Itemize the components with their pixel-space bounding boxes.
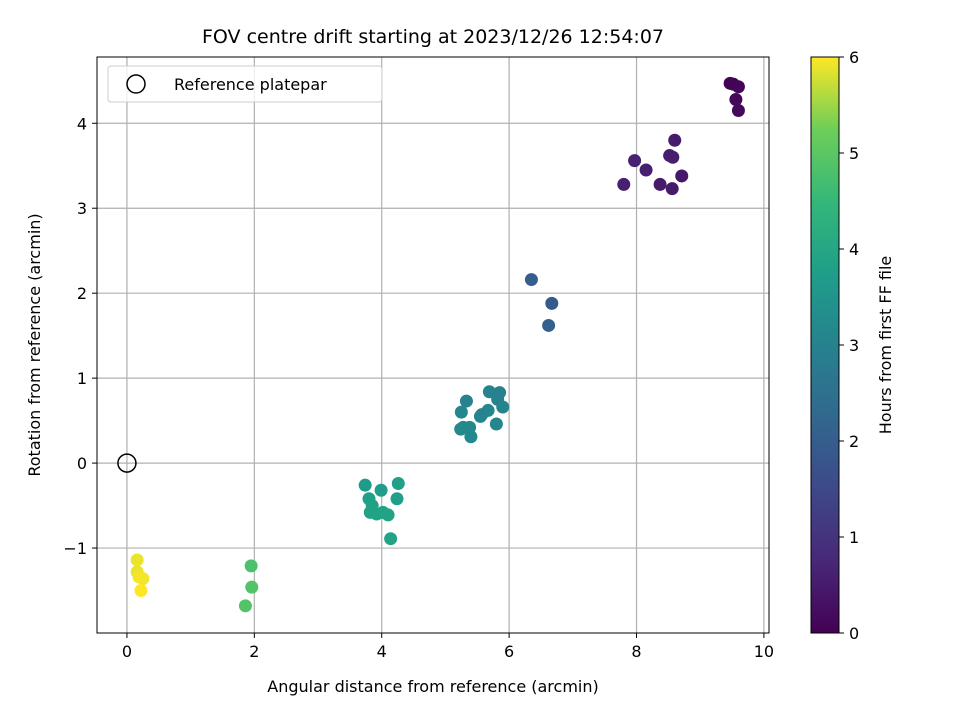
x-tick-label: 8 <box>631 642 641 661</box>
data-point <box>653 177 667 191</box>
colorbar-tick-label: 3 <box>849 336 859 355</box>
data-point <box>454 405 468 419</box>
chart-title: FOV centre drift starting at 2023/12/26 … <box>202 26 664 48</box>
x-axis-ticks: 0 2 4 6 8 10 <box>122 633 774 661</box>
colorbar-tick-label: 2 <box>849 432 859 451</box>
data-point <box>628 154 642 168</box>
colorbar-tick-label: 6 <box>849 48 859 67</box>
colorbar-tick-label: 1 <box>849 528 859 547</box>
scatter-points <box>130 76 745 613</box>
data-point <box>134 584 148 598</box>
data-point <box>459 394 473 408</box>
data-point <box>524 273 538 287</box>
y-tick-label: 1 <box>77 369 87 388</box>
colorbar-ticks: 0 1 2 3 4 5 6 <box>839 48 859 643</box>
colorbar-tick-label: 0 <box>849 624 859 643</box>
data-point <box>381 508 395 522</box>
data-point <box>482 385 496 399</box>
x-axis-title: Angular distance from reference (arcmin) <box>267 677 598 696</box>
data-point <box>668 133 682 147</box>
data-point <box>542 318 556 332</box>
data-point <box>675 169 689 183</box>
data-point <box>731 104 745 118</box>
colorbar-gradient <box>810 56 840 634</box>
data-point <box>666 150 680 164</box>
y-tick-label: −1 <box>63 539 87 558</box>
data-point <box>130 553 144 567</box>
data-point <box>390 492 404 506</box>
legend-entry-reference: Reference platepar <box>174 75 327 94</box>
y-tick-label: 3 <box>77 199 87 218</box>
x-tick-label: 4 <box>377 642 387 661</box>
grid <box>97 57 769 633</box>
colorbar-tick-label: 4 <box>849 240 859 259</box>
data-point <box>391 476 405 490</box>
reference-platepar-marker <box>117 453 137 473</box>
data-point <box>464 430 478 444</box>
y-tick-label: 4 <box>77 114 87 133</box>
data-point <box>238 599 252 613</box>
colorbar: 0 1 2 3 4 5 6 Hours from first FF file <box>810 48 895 643</box>
data-point <box>639 163 653 177</box>
y-tick-label: 0 <box>77 454 87 473</box>
data-point <box>374 483 388 497</box>
data-point <box>665 182 679 196</box>
plot-frame <box>96 56 770 634</box>
x-tick-label: 6 <box>504 642 514 661</box>
y-axis-ticks: −1 0 1 2 3 4 <box>63 114 97 558</box>
data-point <box>545 296 559 310</box>
x-tick-label: 10 <box>754 642 774 661</box>
plot-area <box>96 56 770 634</box>
x-tick-label: 0 <box>122 642 132 661</box>
data-point <box>489 417 503 431</box>
legend-reference-marker <box>126 74 146 94</box>
legend: Reference platepar <box>107 65 383 103</box>
data-point <box>244 559 258 573</box>
legend-box <box>107 65 383 103</box>
data-point <box>729 92 743 106</box>
data-point <box>473 409 487 423</box>
data-point <box>245 580 259 594</box>
data-point <box>136 572 150 586</box>
data-point <box>358 478 372 492</box>
colorbar-label: Hours from first FF file <box>876 256 895 435</box>
data-point <box>384 532 398 546</box>
data-point <box>731 80 745 94</box>
x-tick-label: 2 <box>249 642 259 661</box>
colorbar-tick-label: 5 <box>849 144 859 163</box>
y-axis-title: Rotation from reference (arcmin) <box>25 213 44 476</box>
data-point <box>496 400 510 414</box>
data-point <box>617 177 631 191</box>
plot-background <box>97 57 769 633</box>
y-tick-label: 2 <box>77 284 87 303</box>
